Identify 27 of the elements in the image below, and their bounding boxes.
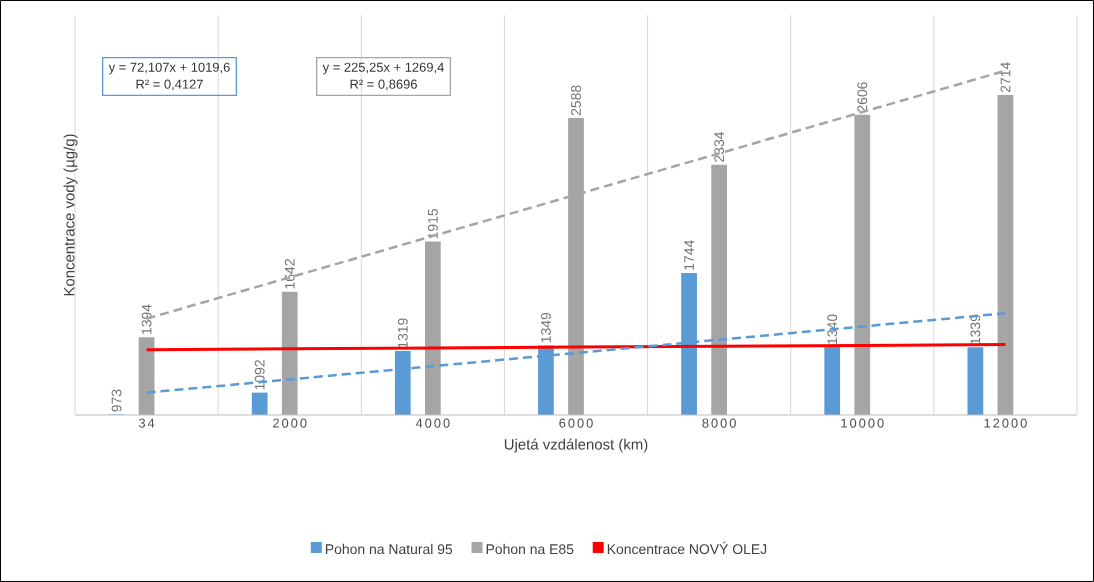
x-tick-label: 12000	[984, 418, 1027, 428]
data-label: 2606	[857, 82, 868, 112]
x-tick-label: 6000	[559, 418, 593, 428]
x-tick-label: 10000	[841, 418, 884, 428]
annotation: R² = 0,4127	[136, 79, 203, 91]
data-label: 1349	[540, 312, 551, 343]
x-tick-label: 2000	[273, 418, 307, 428]
data-label: 1340	[827, 314, 838, 344]
legend-label: Koncentrace NOVÝ OLEJ	[607, 541, 767, 555]
data-label: 2588	[571, 85, 581, 116]
annotation: y = 72,107x + 1019,6	[108, 62, 230, 75]
legend-label: Pohon na E85	[486, 543, 574, 555]
x-axis-title: Ujetá vzdálenost (km)	[504, 438, 648, 453]
x-tick-label: 8000	[702, 418, 736, 428]
data-label: 1744	[684, 240, 694, 270]
annotation: y = 225,25x + 1269,4	[322, 62, 444, 75]
y-axis-title: Koncentrace vody (µg/g)	[63, 134, 78, 296]
data-label: 1394	[141, 304, 152, 334]
data-label: 2714	[1000, 62, 1011, 93]
annotation: R² = 0,8696	[350, 79, 417, 91]
x-tick-label: 34	[138, 418, 155, 428]
data-label: 1642	[284, 259, 295, 289]
x-tick-label: 4000	[415, 418, 450, 428]
data-label: 973	[111, 389, 122, 412]
data-label: 1319	[397, 318, 408, 348]
legend-label: Pohon na Natural 95	[325, 543, 453, 555]
data-label: 2334	[714, 131, 725, 162]
